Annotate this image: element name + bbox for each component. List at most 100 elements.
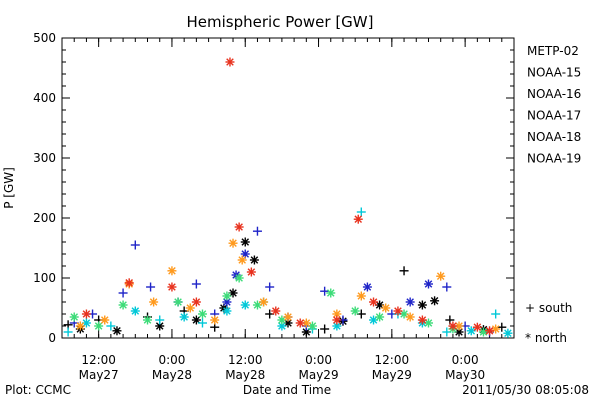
marker-stroke	[82, 310, 91, 318]
north-point	[326, 288, 336, 298]
legend: METP-02 NOAA-15 NOAA-16 NOAA-17 NOAA-18 NOAA-…	[525, 44, 581, 345]
marker-stroke	[125, 279, 133, 287]
north-point	[210, 315, 220, 325]
south-point	[106, 321, 116, 331]
north-point	[234, 273, 244, 283]
marker-stroke	[326, 289, 335, 297]
legend-entry: NOAA-16	[527, 87, 581, 101]
south-point	[63, 327, 73, 337]
marker-stroke	[424, 280, 433, 288]
marker-stroke	[192, 298, 201, 306]
x-tick-time: 12:00	[375, 353, 410, 367]
north-point	[75, 321, 85, 331]
south-point	[155, 315, 165, 325]
marker-stroke	[250, 256, 259, 264]
x-tick-time: 12:00	[81, 353, 116, 367]
marker-stroke	[155, 322, 164, 330]
chart-title: Hemispheric Power [GW]	[187, 13, 374, 31]
marker-stroke	[333, 316, 341, 324]
x-tick-date: May28	[225, 368, 265, 382]
y-tick-label: 200	[33, 211, 56, 225]
marker-stroke	[406, 298, 414, 306]
north-point	[228, 238, 238, 248]
marker-stroke	[418, 316, 427, 324]
marker-stroke	[113, 327, 121, 335]
marker-stroke	[223, 307, 231, 315]
marker-stroke	[131, 307, 140, 315]
marker-stroke	[226, 58, 234, 66]
south-point	[118, 288, 128, 298]
north-point	[69, 312, 79, 322]
marker-stroke	[302, 328, 311, 336]
marker-stroke	[485, 327, 494, 335]
x-tick-time: 0:00	[158, 353, 185, 367]
footer-source: Plot: CCMC	[5, 383, 71, 397]
north-point	[167, 282, 177, 292]
north-point	[185, 303, 195, 313]
north-point	[149, 297, 159, 307]
marker-stroke	[357, 292, 366, 300]
north-point	[240, 300, 250, 310]
north-point	[332, 315, 342, 325]
north-point	[271, 306, 281, 316]
south-point	[130, 240, 140, 250]
north-point	[249, 255, 259, 265]
north-point	[225, 57, 235, 67]
north-point	[485, 326, 495, 336]
marker-stroke	[394, 307, 402, 315]
marker-stroke	[302, 319, 311, 327]
marker-stroke	[333, 310, 341, 318]
legend-entry: NOAA-15	[527, 66, 581, 80]
marker-stroke	[241, 238, 250, 246]
marker-stroke	[168, 283, 176, 291]
north-point	[375, 312, 385, 322]
y-tick-label: 400	[33, 91, 56, 105]
x-tick-time: 12:00	[228, 353, 263, 367]
north-point	[405, 297, 415, 307]
marker-stroke	[278, 316, 286, 324]
marker-stroke	[430, 297, 439, 305]
north-point	[417, 315, 427, 325]
x-tick-date: May29	[372, 368, 412, 382]
north-point	[491, 324, 501, 334]
north-point	[454, 321, 464, 331]
marker-stroke	[455, 322, 463, 330]
marker-stroke	[253, 301, 262, 309]
marker-stroke	[259, 298, 268, 306]
north-point	[118, 300, 128, 310]
marker-stroke	[192, 316, 201, 324]
north-point	[350, 306, 360, 316]
north-point	[81, 309, 91, 319]
marker-stroke	[241, 250, 250, 258]
marker-stroke	[351, 307, 359, 315]
north-point	[436, 271, 446, 281]
marker-stroke	[229, 289, 237, 297]
north-point	[417, 300, 427, 310]
north-point	[448, 321, 458, 331]
x-tick-date: May27	[79, 368, 119, 382]
north-point	[405, 312, 415, 322]
marker-stroke	[406, 313, 414, 321]
marker-stroke	[70, 313, 79, 321]
marker-stroke	[284, 313, 292, 321]
north-point	[503, 328, 513, 338]
south-point	[191, 279, 201, 289]
marker-stroke	[238, 256, 246, 264]
marker-stroke	[504, 329, 512, 337]
south-point	[197, 318, 207, 328]
marker-stroke	[381, 304, 390, 312]
x-tick-date: May29	[299, 368, 339, 382]
marker-stroke	[149, 298, 158, 306]
marker-stroke	[424, 319, 433, 327]
north-point	[332, 321, 342, 331]
marker-stroke	[363, 283, 372, 291]
marker-legend-entry: * north	[525, 331, 567, 345]
marker-stroke	[375, 301, 384, 309]
north-point	[381, 303, 391, 313]
north-point	[222, 306, 232, 316]
north-point	[240, 237, 250, 247]
x-tick-time: 0:00	[452, 353, 479, 367]
south-point	[146, 282, 156, 292]
south-point	[252, 226, 262, 236]
